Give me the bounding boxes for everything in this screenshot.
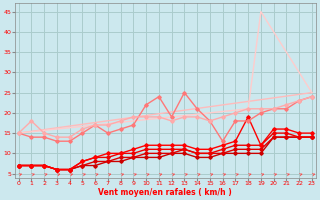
X-axis label: Vent moyen/en rafales ( km/h ): Vent moyen/en rafales ( km/h ) bbox=[98, 188, 232, 197]
